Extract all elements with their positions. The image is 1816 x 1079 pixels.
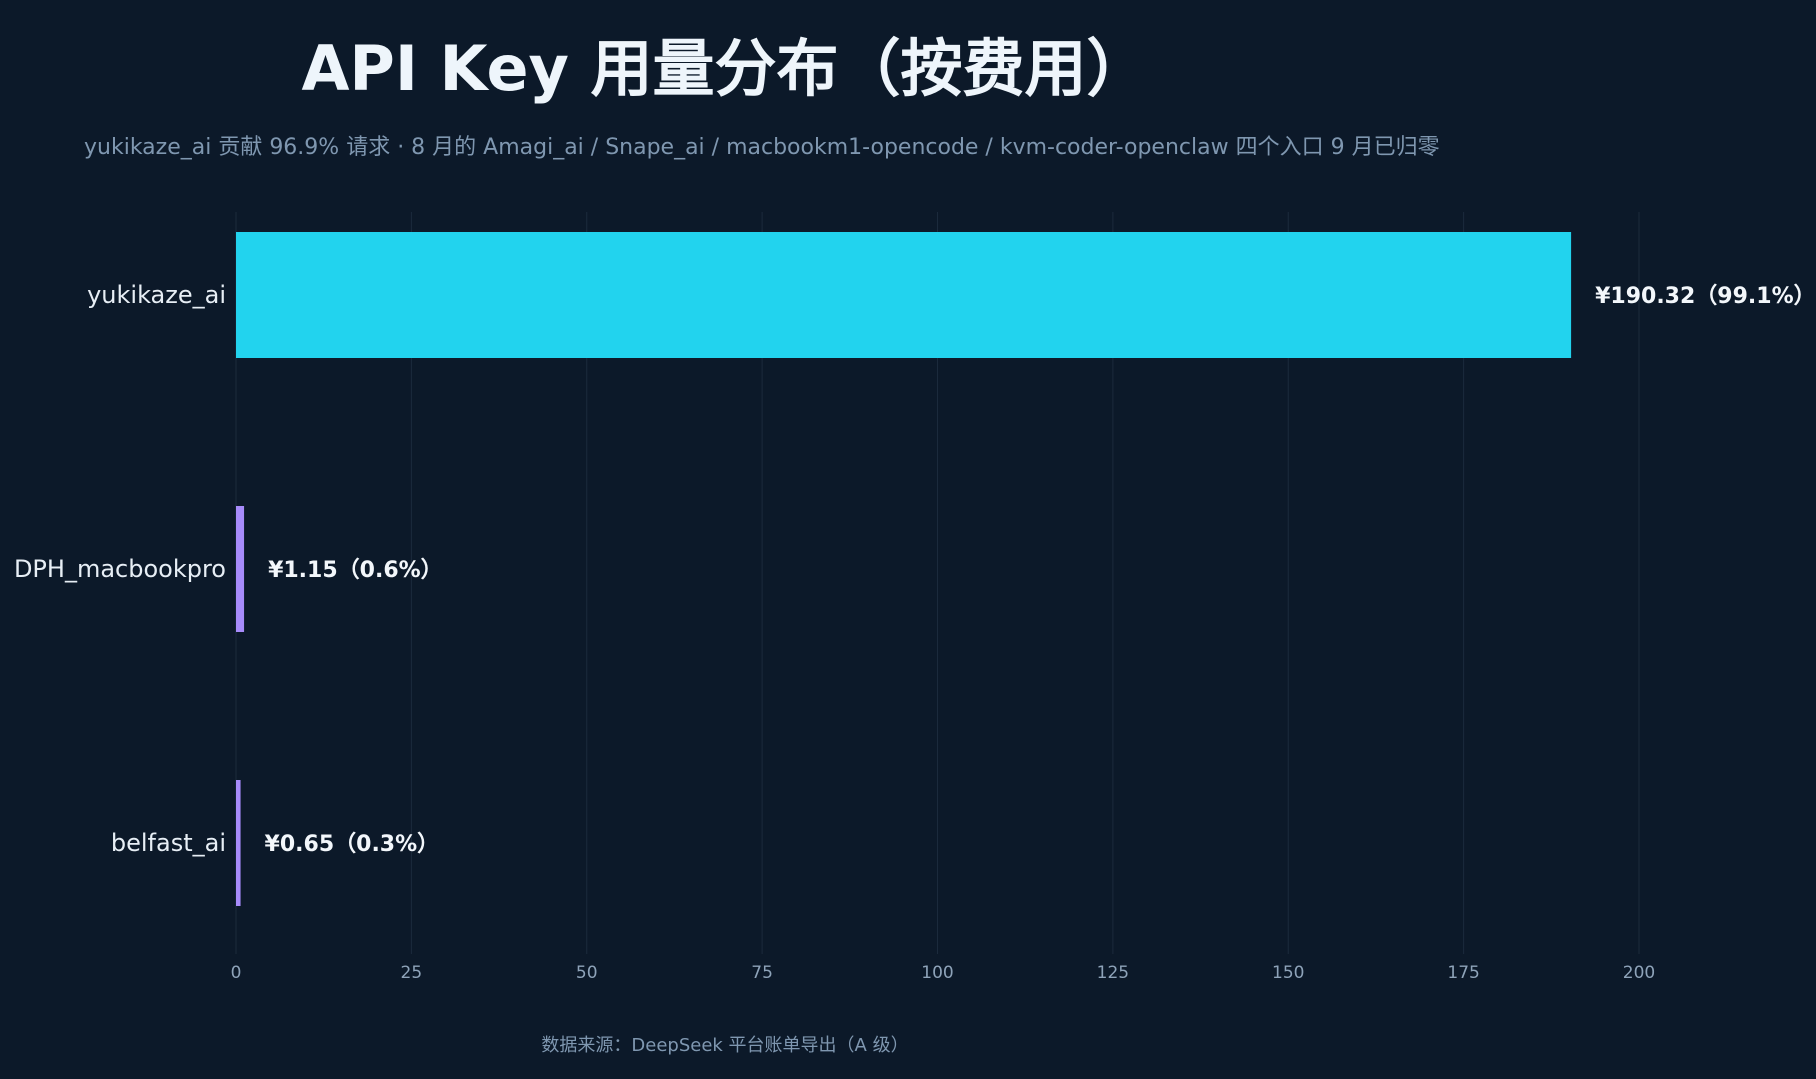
category-label: yukikaze_ai <box>87 281 226 309</box>
data-label: ¥0.65（0.3%） <box>265 832 440 857</box>
category-label: DPH_macbookpro <box>14 555 226 583</box>
data-label: ¥190.32（99.1%） <box>1595 284 1816 309</box>
x-tick-label: 150 <box>1272 963 1304 983</box>
x-tick-label: 175 <box>1447 963 1479 983</box>
x-tick-label: 100 <box>921 963 953 983</box>
x-tick-label: 0 <box>231 963 242 983</box>
bar <box>236 232 1572 358</box>
x-tick-label: 50 <box>576 963 598 983</box>
bars <box>236 232 1572 906</box>
chart-source: 数据来源：DeepSeek 平台账单导出（A 级） <box>541 1035 909 1056</box>
bar <box>236 506 245 632</box>
chart-title: API Key 用量分布（按费用） <box>301 32 1149 105</box>
x-tick-label: 75 <box>751 963 773 983</box>
x-tick-label: 25 <box>401 963 423 983</box>
data-label: ¥1.15（0.6%） <box>268 558 443 583</box>
bar <box>236 780 241 906</box>
x-tick-label: 125 <box>1097 963 1129 983</box>
x-tick-label: 200 <box>1623 963 1655 983</box>
labels: 0 25 50 75 100 125 150 175 200 yukikaze_ai ¥190.32… <box>14 281 1816 983</box>
category-label: belfast_ai <box>111 829 226 857</box>
chart-subtitle: yukikaze_ai 贡献 96.9% 请求 · 8 月的 Amagi_ai … <box>84 135 1440 160</box>
